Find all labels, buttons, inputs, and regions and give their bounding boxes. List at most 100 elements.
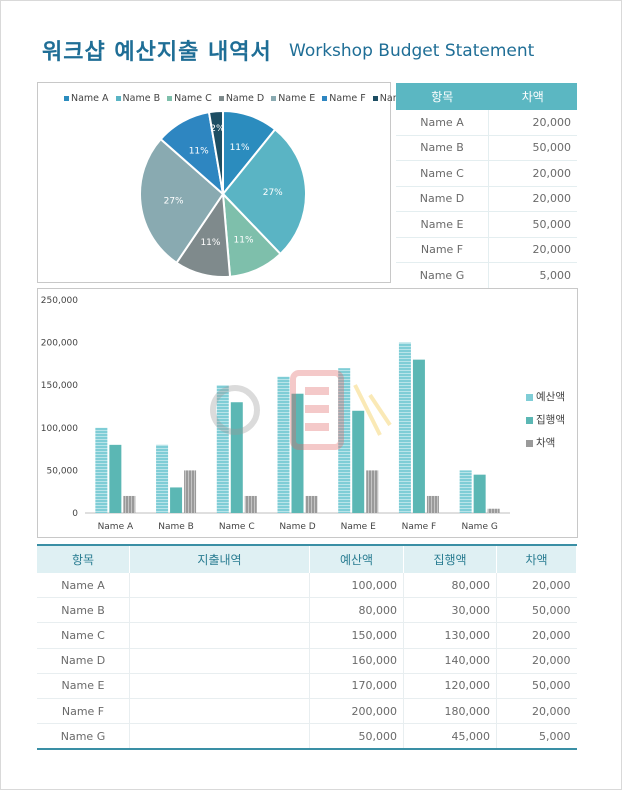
detail-diff-value: 5,000 <box>496 723 577 751</box>
bar-budget <box>459 470 472 513</box>
detail-desc-cell <box>129 622 310 649</box>
detail-header-item: 항목 <box>37 544 130 573</box>
detail-row: Name E 170,000 120,000 50,000 <box>37 673 577 699</box>
detail-spent-value: 80,000 <box>403 573 497 599</box>
x-tick-label: Name A <box>98 522 134 532</box>
x-tick-label: Name G <box>461 522 497 532</box>
bar-budget <box>95 427 108 513</box>
x-tick-label: Name E <box>341 522 376 532</box>
summary-diff-value: 5,000 <box>488 262 577 290</box>
detail-row: Name B 80,000 30,000 50,000 <box>37 597 577 624</box>
bar-legend-item: 집행액 <box>526 412 565 427</box>
detail-item-name: Name B <box>37 597 130 624</box>
bar-legend-label: 차액 <box>536 437 556 449</box>
legend-swatch <box>167 96 173 101</box>
pie-data-label: 11% <box>230 143 250 153</box>
pie-legend-label: Name D <box>225 93 265 104</box>
detail-diff-value: 20,000 <box>496 648 577 674</box>
summary-item-name: Name C <box>396 160 489 187</box>
legend-swatch <box>526 439 533 447</box>
y-tick-label: 250,000 <box>41 296 78 306</box>
detail-desc-cell <box>129 723 310 751</box>
summary-item-name: Name F <box>396 237 489 263</box>
detail-desc-cell <box>129 673 310 699</box>
detail-desc-cell <box>129 573 310 599</box>
summary-row: Name G 5,000 <box>396 262 577 290</box>
pie-legend-item: Name D <box>218 93 265 104</box>
detail-budget-value: 160,000 <box>309 648 404 674</box>
detail-row: Name A 100,000 80,000 20,000 <box>37 573 577 599</box>
detail-spent-value: 45,000 <box>403 723 497 751</box>
detail-row: Name D 160,000 140,000 20,000 <box>37 648 577 674</box>
detail-header-desc: 지출내역 <box>129 544 310 573</box>
summary-item-name: Name G <box>396 262 489 290</box>
bar-legend-item: 예산액 <box>526 389 565 404</box>
bar-legend-label: 집행액 <box>536 414 565 426</box>
y-tick-label: 0 <box>72 509 78 519</box>
detail-item-name: Name C <box>37 622 130 649</box>
x-tick-label: Name C <box>219 522 255 532</box>
pie-legend-item: Name F <box>322 93 366 104</box>
bar-budget <box>216 385 229 513</box>
legend-swatch <box>526 393 533 401</box>
pie-legend-item: Name A <box>64 93 109 104</box>
detail-item-name: Name G <box>37 723 130 751</box>
y-tick-label: 100,000 <box>41 424 78 434</box>
bar-chart-panel: 0 50,000 100,000 150,000 200,000 250,000 Name … <box>37 288 578 538</box>
bar-budget <box>156 444 169 513</box>
detail-desc-cell <box>129 698 310 725</box>
x-tick-label: Name F <box>402 522 437 532</box>
detail-budget-value: 200,000 <box>309 698 404 725</box>
bar-spent <box>170 487 183 513</box>
pie-data-label: 2% <box>210 124 225 134</box>
y-tick-label: 200,000 <box>41 339 78 349</box>
summary-row: Name C 20,000 <box>396 160 577 187</box>
x-tick-label: Name D <box>279 522 315 532</box>
detail-spent-value: 180,000 <box>403 698 497 725</box>
detail-diff-value: 50,000 <box>496 597 577 624</box>
summary-item-name: Name B <box>396 135 489 161</box>
detail-budget-value: 100,000 <box>309 573 404 599</box>
pie-legend-item: Name C <box>167 93 212 104</box>
pie-legend-label: Name B <box>122 93 161 104</box>
detail-budget-value: 150,000 <box>309 622 404 649</box>
detail-desc-cell <box>129 648 310 674</box>
summary-row: Name F 20,000 <box>396 237 577 263</box>
summary-row: Name B 50,000 <box>396 135 577 161</box>
bar-spent <box>291 393 304 513</box>
pie-slice <box>207 109 224 195</box>
detail-diff-value: 20,000 <box>496 698 577 725</box>
bar-chart: 0 50,000 100,000 150,000 200,000 250,000 Name … <box>41 296 510 532</box>
detail-item-name: Name A <box>37 573 130 599</box>
detail-desc-cell <box>129 597 310 624</box>
y-tick-label: 50,000 <box>47 466 79 476</box>
detail-item-name: Name F <box>37 698 130 725</box>
detail-budget-value: 80,000 <box>309 597 404 624</box>
y-tick-label: 150,000 <box>41 381 78 391</box>
summary-row: Name E 50,000 <box>396 211 577 238</box>
bar-spent <box>352 410 365 513</box>
summary-table: 항목 차액 Name A 20,000 Name B 50,000 Name C 20,0… <box>396 83 577 290</box>
pie-data-label: 27% <box>164 196 184 206</box>
detail-header-budget: 예산액 <box>309 544 404 573</box>
pie-slice <box>221 128 307 256</box>
pie-chart-panel: Name A Name B Name C Name D Name E Name F Name… <box>37 82 418 283</box>
pie-legend-item: Name E <box>271 93 315 104</box>
summary-diff-value: 20,000 <box>488 186 577 212</box>
legend-swatch <box>322 96 328 101</box>
bar-legend-label: 예산액 <box>536 391 565 403</box>
bar-diff <box>305 495 318 513</box>
detail-spent-value: 130,000 <box>403 622 497 649</box>
pie-data-label: 11% <box>234 235 254 245</box>
bar-spent <box>109 444 122 513</box>
detail-spent-value: 140,000 <box>403 648 497 674</box>
detail-header-spent: 집행액 <box>403 544 497 573</box>
summary-header-diff: 차액 <box>488 83 577 110</box>
pie-legend-label: Name C <box>174 93 212 104</box>
bar-diff <box>123 495 136 513</box>
summary-diff-value: 50,000 <box>488 211 577 238</box>
legend-swatch <box>218 96 224 101</box>
bar-diff <box>487 508 500 513</box>
detail-budget-value: 170,000 <box>309 673 404 699</box>
pie-data-label: 11% <box>189 147 209 157</box>
